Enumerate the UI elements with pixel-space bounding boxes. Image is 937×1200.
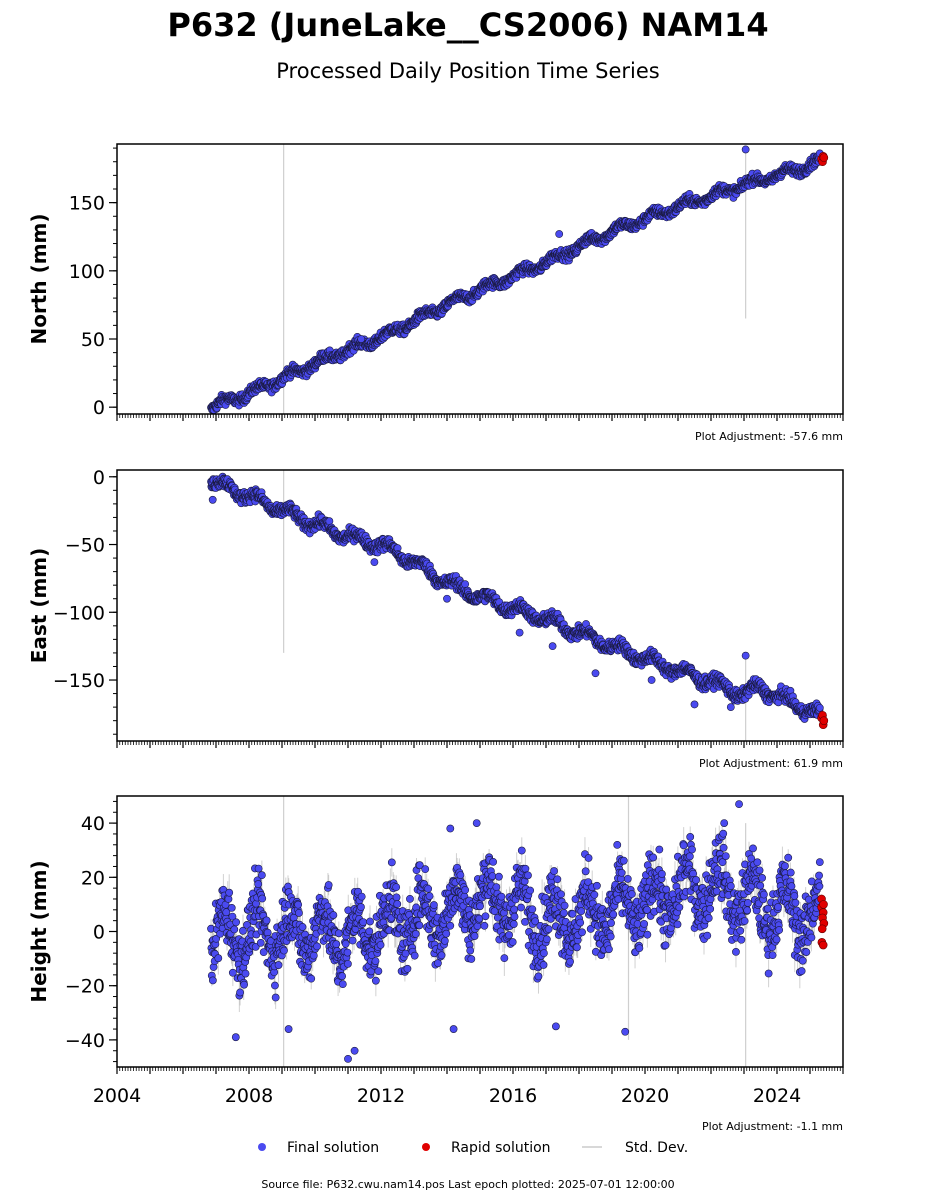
final-solution-point	[208, 976, 217, 985]
final-solution-point	[647, 676, 656, 684]
plot-adjustment-note: Plot Adjustment: -57.6 mm	[695, 430, 843, 443]
final-solution-point	[515, 628, 524, 637]
final-solution-point	[236, 988, 244, 997]
plot-area	[207, 144, 829, 414]
final-solution-point	[548, 642, 557, 651]
y-axis-label: Height (mm)	[27, 860, 51, 1002]
final-solution-point	[325, 517, 334, 526]
final-solution-point	[214, 954, 223, 963]
y-tick-label: −100	[53, 602, 105, 624]
panel-1: North (mm) 0 50 100 150 Plot Adjustment: -57.…	[27, 143, 844, 443]
final-solution-point	[370, 558, 379, 567]
y-tick-label: 0	[93, 467, 105, 489]
final-solution-point	[232, 918, 240, 927]
final-solution-point	[591, 669, 600, 678]
final-solution-point	[741, 145, 750, 154]
final-solution-point	[555, 230, 564, 238]
y-tick-label: −20	[65, 976, 105, 998]
y-tick-label: −150	[53, 670, 105, 692]
plot-area	[207, 470, 829, 741]
plot-adjustment-note: Plot Adjustment: 61.9 mm	[699, 757, 843, 770]
final-solution-point	[225, 888, 234, 897]
y-tick-label: 0	[93, 397, 105, 419]
y-tick-label: 50	[81, 329, 105, 351]
final-solution-point	[741, 651, 750, 660]
final-solution-point	[690, 700, 699, 709]
panel-2: East (mm) 0 −50 −100 −150 Plot Adjustment: 61…	[27, 467, 844, 770]
final-solution-point	[227, 904, 236, 912]
final-solution-point	[208, 495, 217, 504]
y-tick-label: −40	[65, 1030, 105, 1052]
plot-area	[207, 796, 829, 1067]
chart-subtitle: Processed Daily Position Time Series	[276, 59, 660, 83]
final-solution-point	[815, 703, 824, 712]
final-solution-point	[240, 980, 248, 989]
y-axis-label: North (mm)	[27, 213, 51, 344]
final-solution-point	[254, 864, 263, 873]
y-tick-label: 40	[81, 813, 105, 835]
rapid-solution-point	[819, 153, 829, 162]
y-tick-label: 100	[69, 261, 105, 283]
final-solution-point	[241, 969, 250, 978]
y-tick-label: 150	[69, 193, 105, 215]
rapid-solution-point	[819, 716, 829, 725]
y-axis-label: East (mm)	[27, 548, 51, 664]
y-tick-label: 20	[81, 867, 105, 889]
final-solution-point	[461, 580, 470, 589]
final-solution-point	[357, 335, 366, 343]
panels: North (mm) 0 50 100 150 Plot Adjustment: -57.…	[27, 143, 844, 1133]
final-solution-point	[256, 938, 265, 947]
chart-title: P632 (JuneLake__CS2006) NAM14	[167, 6, 768, 44]
final-solution-point	[443, 594, 451, 603]
y-tick-label: 0	[93, 922, 105, 944]
final-solution-point	[254, 880, 263, 888]
final-solution-point	[230, 925, 239, 934]
y-tick-label: −50	[65, 535, 105, 557]
final-solution-point	[726, 703, 735, 712]
